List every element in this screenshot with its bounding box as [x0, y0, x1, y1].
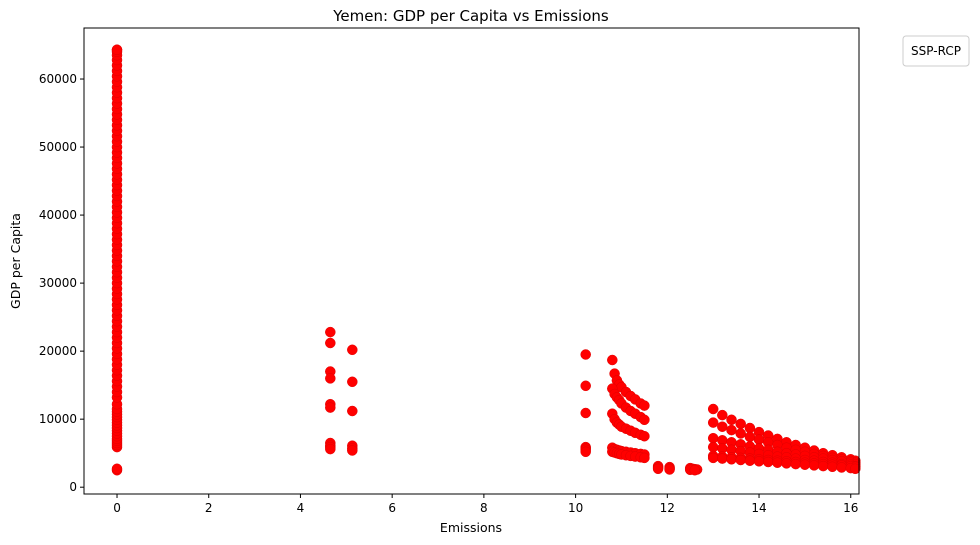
legend[interactable]: SSP-RCP	[902, 35, 970, 67]
data-point	[744, 431, 756, 443]
plot-area	[83, 27, 861, 495]
data-point	[639, 400, 650, 411]
data-point	[325, 443, 336, 455]
data-point	[717, 409, 728, 421]
x-tick-label: 0	[113, 501, 121, 515]
y-tick-label: 20000	[39, 344, 77, 358]
data-point	[707, 452, 719, 464]
y-axis-label: GDP per Capita	[8, 213, 23, 309]
data-point	[744, 422, 756, 434]
x-tick-label: 14	[751, 501, 766, 515]
y-tick-label: 50000	[39, 140, 77, 154]
data-point	[689, 464, 701, 476]
x-axis-label: Emissions	[440, 520, 502, 535]
axes-border	[83, 27, 860, 495]
x-tick-label: 16	[843, 501, 858, 515]
data-point	[347, 445, 358, 456]
data-point	[772, 457, 783, 468]
y-tick-label: 60000	[39, 72, 77, 86]
data-point	[707, 441, 719, 453]
data-point	[817, 460, 829, 472]
y-tick-label: 40000	[39, 208, 77, 222]
y-axis: 0 10000 20000 30000 40000 50000 60000	[39, 72, 84, 494]
data-point	[347, 405, 358, 417]
chart-title: Yemen: GDP per Capita vs Emissions	[332, 7, 609, 25]
data-point	[707, 432, 719, 444]
data-point	[836, 462, 847, 473]
data-point	[726, 424, 737, 436]
data-point	[753, 456, 765, 467]
x-tick-label: 6	[388, 501, 396, 515]
data-point	[707, 403, 719, 415]
data-point	[735, 428, 746, 439]
data-point	[799, 459, 811, 470]
data-point	[735, 418, 746, 430]
data-point	[580, 407, 591, 419]
data-point	[639, 414, 650, 426]
data-point	[726, 454, 737, 465]
data-point	[781, 458, 792, 469]
data-point	[607, 354, 618, 366]
data-point	[325, 373, 336, 384]
data-point	[111, 463, 123, 475]
data-point	[790, 458, 801, 470]
data-point	[808, 460, 820, 471]
data-point	[639, 452, 650, 464]
data-point	[850, 463, 861, 475]
x-axis: 0 2 4 6 8 10 12 14 16	[113, 494, 858, 515]
data-point	[735, 454, 746, 466]
data-point	[580, 380, 591, 392]
y-tick-label: 30000	[39, 276, 77, 290]
legend-title: SSP-RCP	[911, 44, 961, 58]
x-tick-label: 10	[568, 501, 583, 515]
data-point	[664, 464, 675, 475]
x-tick-label: 4	[297, 501, 305, 515]
data-point	[325, 402, 336, 413]
data-point	[753, 434, 765, 445]
data-point	[325, 337, 336, 349]
data-point	[717, 453, 728, 464]
x-tick-label: 2	[205, 501, 213, 515]
data-point	[639, 430, 650, 442]
data-point	[347, 344, 358, 356]
data-point	[652, 463, 664, 475]
data-point	[347, 376, 358, 388]
x-tick-label: 8	[480, 501, 488, 515]
data-points	[111, 44, 861, 476]
data-point	[726, 414, 737, 426]
y-tick-label: 0	[69, 480, 77, 494]
data-point	[707, 417, 719, 428]
x-tick-label: 12	[660, 501, 675, 515]
data-point	[762, 456, 774, 468]
data-point	[111, 44, 123, 56]
y-tick-label: 10000	[39, 412, 77, 426]
data-point	[580, 349, 591, 360]
data-point	[744, 455, 756, 466]
legend-box	[902, 35, 970, 67]
data-point	[717, 421, 728, 432]
data-point	[325, 326, 336, 338]
data-point	[827, 461, 838, 473]
data-point	[580, 446, 591, 458]
